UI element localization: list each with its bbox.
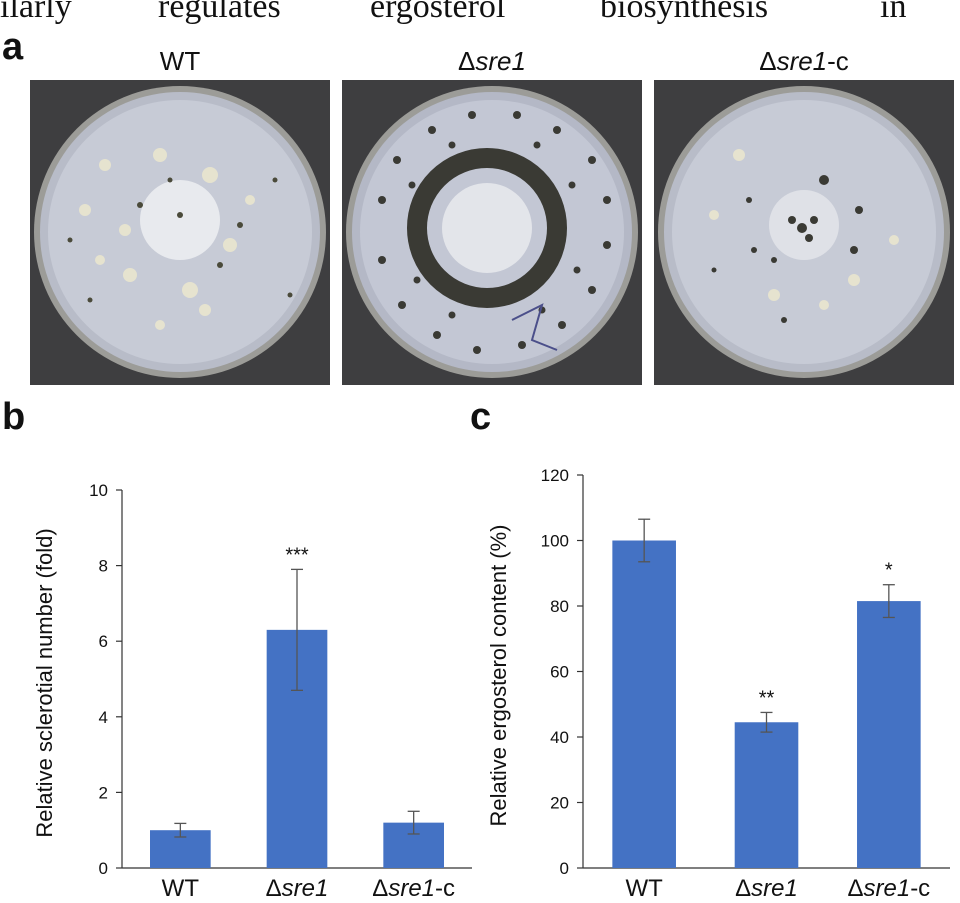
significance-label: ** [759,687,775,709]
x-tick-label: Δsre1 [735,875,798,902]
x-tick-label: Δsre1 [266,875,329,902]
bar [857,601,921,868]
petri-dish-image [34,86,326,378]
panel-letter-a: a [2,26,24,68]
petri-dish-image [658,86,950,378]
y-axis-title: Relative ergosterol content (%) [486,524,511,826]
header-word: regulates [158,0,281,25]
plate-label-wt: WT [159,46,201,76]
y-axis-title: Relative sclerotial number (fold) [32,528,57,837]
panel-letter-b: b [2,396,26,438]
header-text: ilarly regulates ergosterol biosynthesis… [0,0,960,28]
y-tick-label: 0 [560,859,569,878]
y-tick-label: 10 [89,481,108,500]
header-word: in [880,0,907,25]
chart-c: 0 20 40 60 80 100 120 Relative ergosterol conte… [486,466,950,902]
header-word: ilarly [0,0,72,25]
y-tick-label: 20 [550,794,569,813]
panel-letter-c: c [470,396,492,438]
x-tick-label: Δsre1-c [847,875,930,902]
plate-label-sre1-c: Δsre1-c [759,46,849,76]
y-tick-label: 2 [99,783,108,802]
header-word: ergosterol [370,0,506,25]
plate-photo-sre1-c [654,80,954,385]
y-tick-label: 120 [541,466,569,485]
y-tick-label: 100 [541,532,569,551]
header-word: biosynthesis [600,0,769,25]
y-tick-label: 8 [99,557,108,576]
significance-label: *** [285,544,309,566]
y-tick-label: 0 [99,859,108,878]
chart-b: 0 2 4 6 8 10 Relative sclerotial number (fold)… [32,481,472,902]
y-tick-label: 60 [550,663,569,682]
x-tick-label: WT [626,875,664,902]
plate-photo-sre1 [342,80,642,385]
y-tick-label: 80 [550,597,569,616]
bar [612,540,676,868]
bar [734,722,799,868]
y-tick-label: 4 [99,708,108,727]
plate-photo-wt [30,80,330,385]
petri-dish-image [346,86,638,378]
plate-label-sre1: Δsre1 [458,46,526,76]
significance-label: * [885,560,893,582]
y-tick-label: 6 [99,632,108,651]
y-tick-label: 40 [550,728,569,747]
x-tick-label: WT [162,875,200,902]
x-tick-label: Δsre1-c [372,875,455,902]
